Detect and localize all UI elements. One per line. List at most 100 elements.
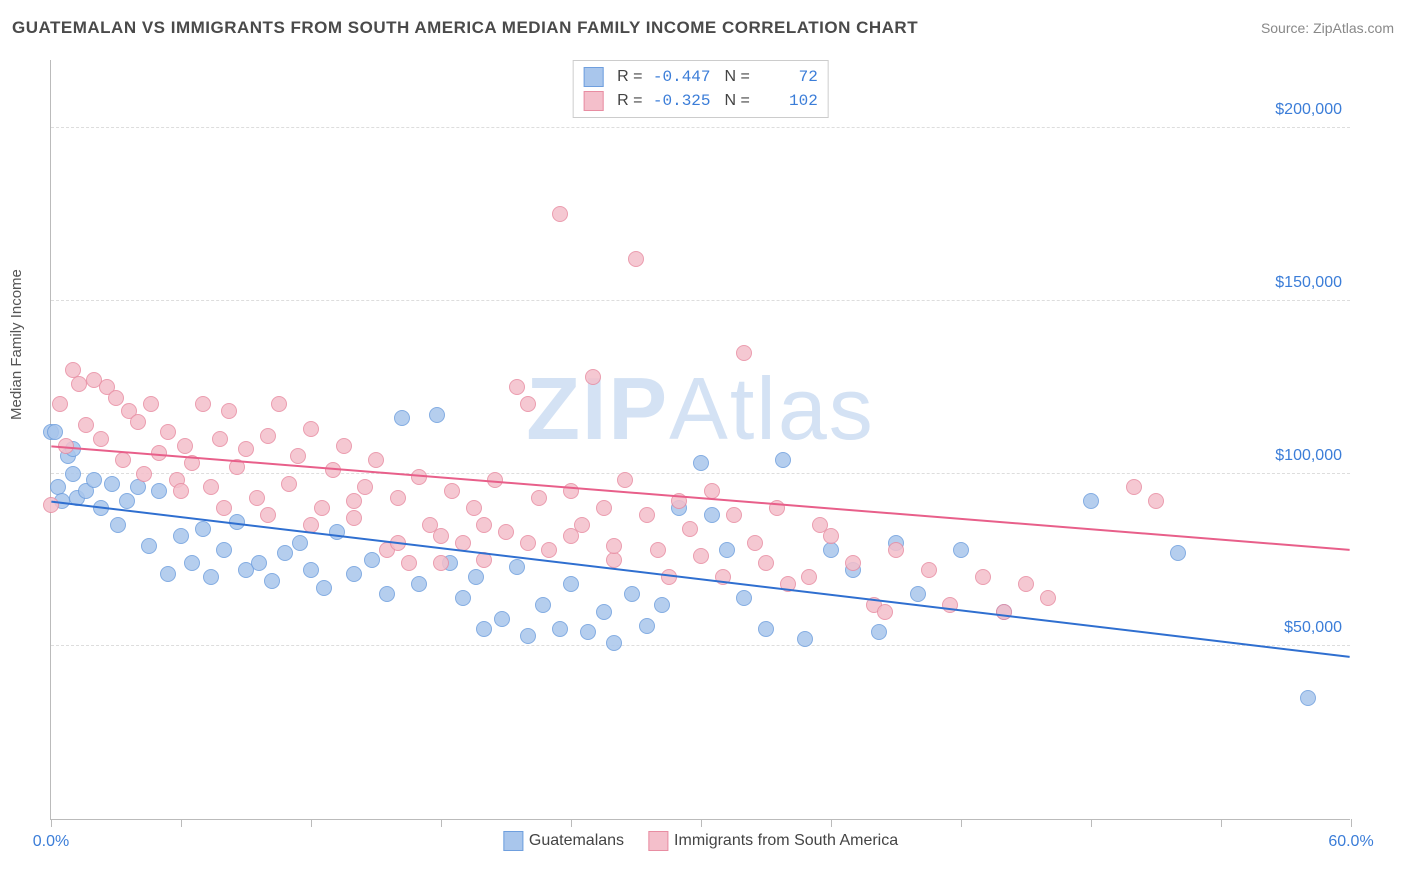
data-point <box>476 552 492 568</box>
data-point <box>1126 479 1142 495</box>
data-point <box>119 493 135 509</box>
data-point <box>281 476 297 492</box>
data-point <box>541 542 557 558</box>
r-value-south-america: -0.325 <box>651 92 711 110</box>
data-point <box>277 545 293 561</box>
data-point <box>693 455 709 471</box>
trend-line <box>51 502 1349 657</box>
data-point <box>996 604 1012 620</box>
data-point <box>780 576 796 592</box>
data-point <box>476 621 492 637</box>
data-point <box>704 507 720 523</box>
legend-item-guatemalans: Guatemalans <box>503 831 624 851</box>
data-point <box>650 542 666 558</box>
data-point <box>221 403 237 419</box>
data-point <box>212 431 228 447</box>
swatch-south-america <box>583 91 603 111</box>
data-point <box>704 483 720 499</box>
source-attribution: Source: ZipAtlas.com <box>1261 20 1394 36</box>
data-point <box>368 452 384 468</box>
data-point <box>661 569 677 585</box>
y-tick-label: $200,000 <box>1275 101 1342 119</box>
data-point <box>1300 690 1316 706</box>
data-point <box>563 576 579 592</box>
data-point <box>314 500 330 516</box>
data-point <box>229 459 245 475</box>
data-point <box>552 206 568 222</box>
data-point <box>411 576 427 592</box>
data-point <box>160 424 176 440</box>
data-point <box>43 497 59 513</box>
data-point <box>596 500 612 516</box>
data-point <box>184 455 200 471</box>
x-tick-label: 60.0% <box>1328 833 1373 851</box>
data-point <box>487 472 503 488</box>
data-point <box>264 573 280 589</box>
data-point <box>346 566 362 582</box>
data-point <box>346 510 362 526</box>
n-value-guatemalans: 72 <box>758 68 818 86</box>
data-point <box>509 559 525 575</box>
source-link[interactable]: ZipAtlas.com <box>1313 20 1394 36</box>
data-point <box>216 500 232 516</box>
data-point <box>466 500 482 516</box>
data-point <box>104 476 120 492</box>
data-point <box>216 542 232 558</box>
data-point <box>136 466 152 482</box>
data-point <box>535 597 551 613</box>
data-point <box>303 421 319 437</box>
data-point <box>476 517 492 533</box>
data-point <box>563 528 579 544</box>
data-point <box>877 604 893 620</box>
data-point <box>468 569 484 585</box>
data-point <box>238 441 254 457</box>
data-point <box>203 569 219 585</box>
data-point <box>1040 590 1056 606</box>
data-point <box>671 493 687 509</box>
data-point <box>775 452 791 468</box>
y-tick-label: $50,000 <box>1284 619 1342 637</box>
data-point <box>249 490 265 506</box>
data-point <box>195 521 211 537</box>
data-point <box>173 528 189 544</box>
data-point <box>173 483 189 499</box>
chart-title: GUATEMALAN VS IMMIGRANTS FROM SOUTH AMER… <box>12 18 918 38</box>
series-legend: Guatemalans Immigrants from South Americ… <box>503 831 898 851</box>
data-point <box>726 507 742 523</box>
x-tick-label: 0.0% <box>33 833 69 851</box>
data-point <box>141 538 157 554</box>
data-point <box>682 521 698 537</box>
data-point <box>801 569 817 585</box>
x-tick <box>961 819 962 827</box>
data-point <box>336 438 352 454</box>
data-point <box>47 424 63 440</box>
n-value-south-america: 102 <box>758 92 818 110</box>
data-point <box>455 590 471 606</box>
correlation-legend: R = -0.447 N = 72 R = -0.325 N = 102 <box>572 60 829 118</box>
data-point <box>531 490 547 506</box>
legend-row-south-america: R = -0.325 N = 102 <box>583 89 818 113</box>
data-point <box>71 376 87 392</box>
data-point <box>433 555 449 571</box>
gridline <box>51 473 1350 474</box>
data-point <box>390 535 406 551</box>
data-point <box>364 552 380 568</box>
data-point <box>736 590 752 606</box>
x-tick <box>571 819 572 827</box>
data-point <box>942 597 958 613</box>
data-point <box>303 562 319 578</box>
x-tick <box>441 819 442 827</box>
data-point <box>624 586 640 602</box>
data-point <box>316 580 332 596</box>
data-point <box>93 500 109 516</box>
data-point <box>108 390 124 406</box>
x-tick <box>51 819 52 827</box>
data-point <box>1170 545 1186 561</box>
data-point <box>177 438 193 454</box>
data-point <box>585 369 601 385</box>
data-point <box>719 542 735 558</box>
data-point <box>329 524 345 540</box>
data-point <box>271 396 287 412</box>
data-point <box>498 524 514 540</box>
x-tick <box>311 819 312 827</box>
